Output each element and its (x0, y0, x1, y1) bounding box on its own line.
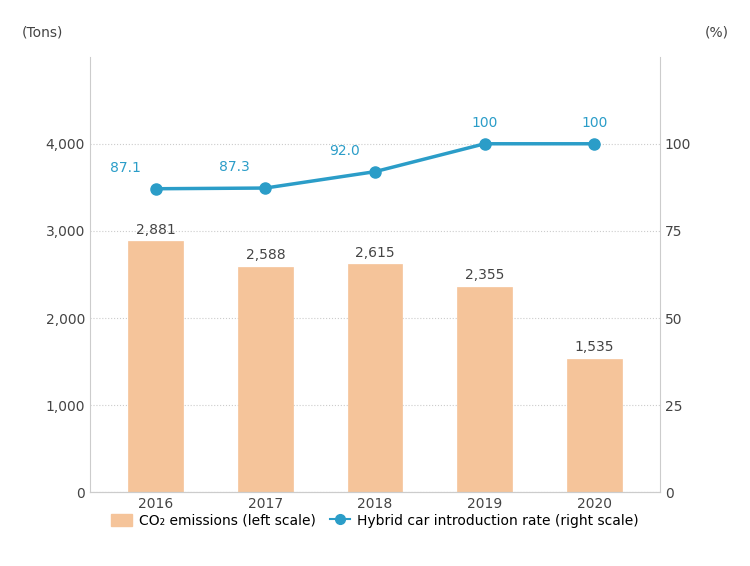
Bar (238, 267, 292, 492)
Text: (Tons): (Tons) (22, 25, 63, 39)
Text: 100: 100 (472, 116, 498, 130)
Text: 87.3: 87.3 (220, 160, 251, 174)
Text: 2,881: 2,881 (136, 222, 176, 237)
Text: 2,615: 2,615 (356, 246, 395, 260)
Bar (458, 287, 512, 492)
Text: (%): (%) (704, 25, 728, 39)
Text: 87.1: 87.1 (110, 161, 141, 175)
Legend: CO₂ emissions (left scale), Hybrid car introduction rate (right scale): CO₂ emissions (left scale), Hybrid car i… (106, 508, 644, 533)
Bar (128, 241, 183, 492)
Text: 2,355: 2,355 (465, 268, 504, 282)
Text: 2,588: 2,588 (245, 248, 285, 262)
Text: 1,535: 1,535 (574, 340, 614, 354)
Bar (567, 359, 622, 492)
Text: 100: 100 (581, 116, 608, 130)
Bar (347, 264, 403, 492)
Text: 92.0: 92.0 (329, 144, 360, 158)
